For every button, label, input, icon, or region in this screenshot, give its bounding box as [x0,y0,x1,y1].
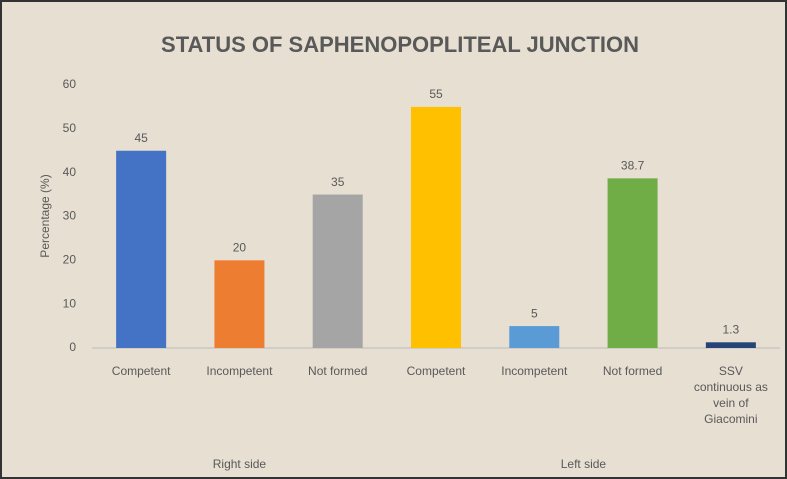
chart-title: STATUS OF SAPHENOPOPLITEAL JUNCTION [161,32,639,57]
bar [509,326,560,348]
y-tick-label: 10 [63,296,77,310]
y-axis-label: Percentage (%) [38,174,52,257]
bar [116,150,167,348]
x-tick-label: Competent [407,364,466,378]
y-tick-label: 50 [63,121,77,135]
x-tick-label: Incompetent [206,364,273,378]
bar [705,342,756,348]
y-tick-label: 40 [63,165,77,179]
x-tick-label: SSV continuous as vein of Giacomini [694,364,768,426]
data-label: 20 [233,241,247,255]
bar [214,260,265,348]
x-tick-label: Competent [112,364,171,378]
x-tick-label: Not formed [603,364,662,378]
data-label: 45 [134,131,148,145]
bar [312,194,363,348]
x-tick-label: Not formed [308,364,367,378]
data-label: 35 [331,175,345,189]
data-label: 5 [531,306,538,320]
data-label: 1.3 [723,322,740,336]
x-tick-label: Incompetent [501,364,568,378]
group-label: Right side [213,457,267,471]
data-label: 38.7 [621,159,645,173]
group-label: Left side [561,457,607,471]
y-tick-label: 20 [63,253,77,267]
y-tick-label: 30 [63,209,77,223]
bar [607,178,658,348]
y-tick-label: 0 [69,340,76,354]
data-label: 55 [429,87,443,101]
bar [411,106,461,349]
y-tick-label: 60 [63,77,77,91]
